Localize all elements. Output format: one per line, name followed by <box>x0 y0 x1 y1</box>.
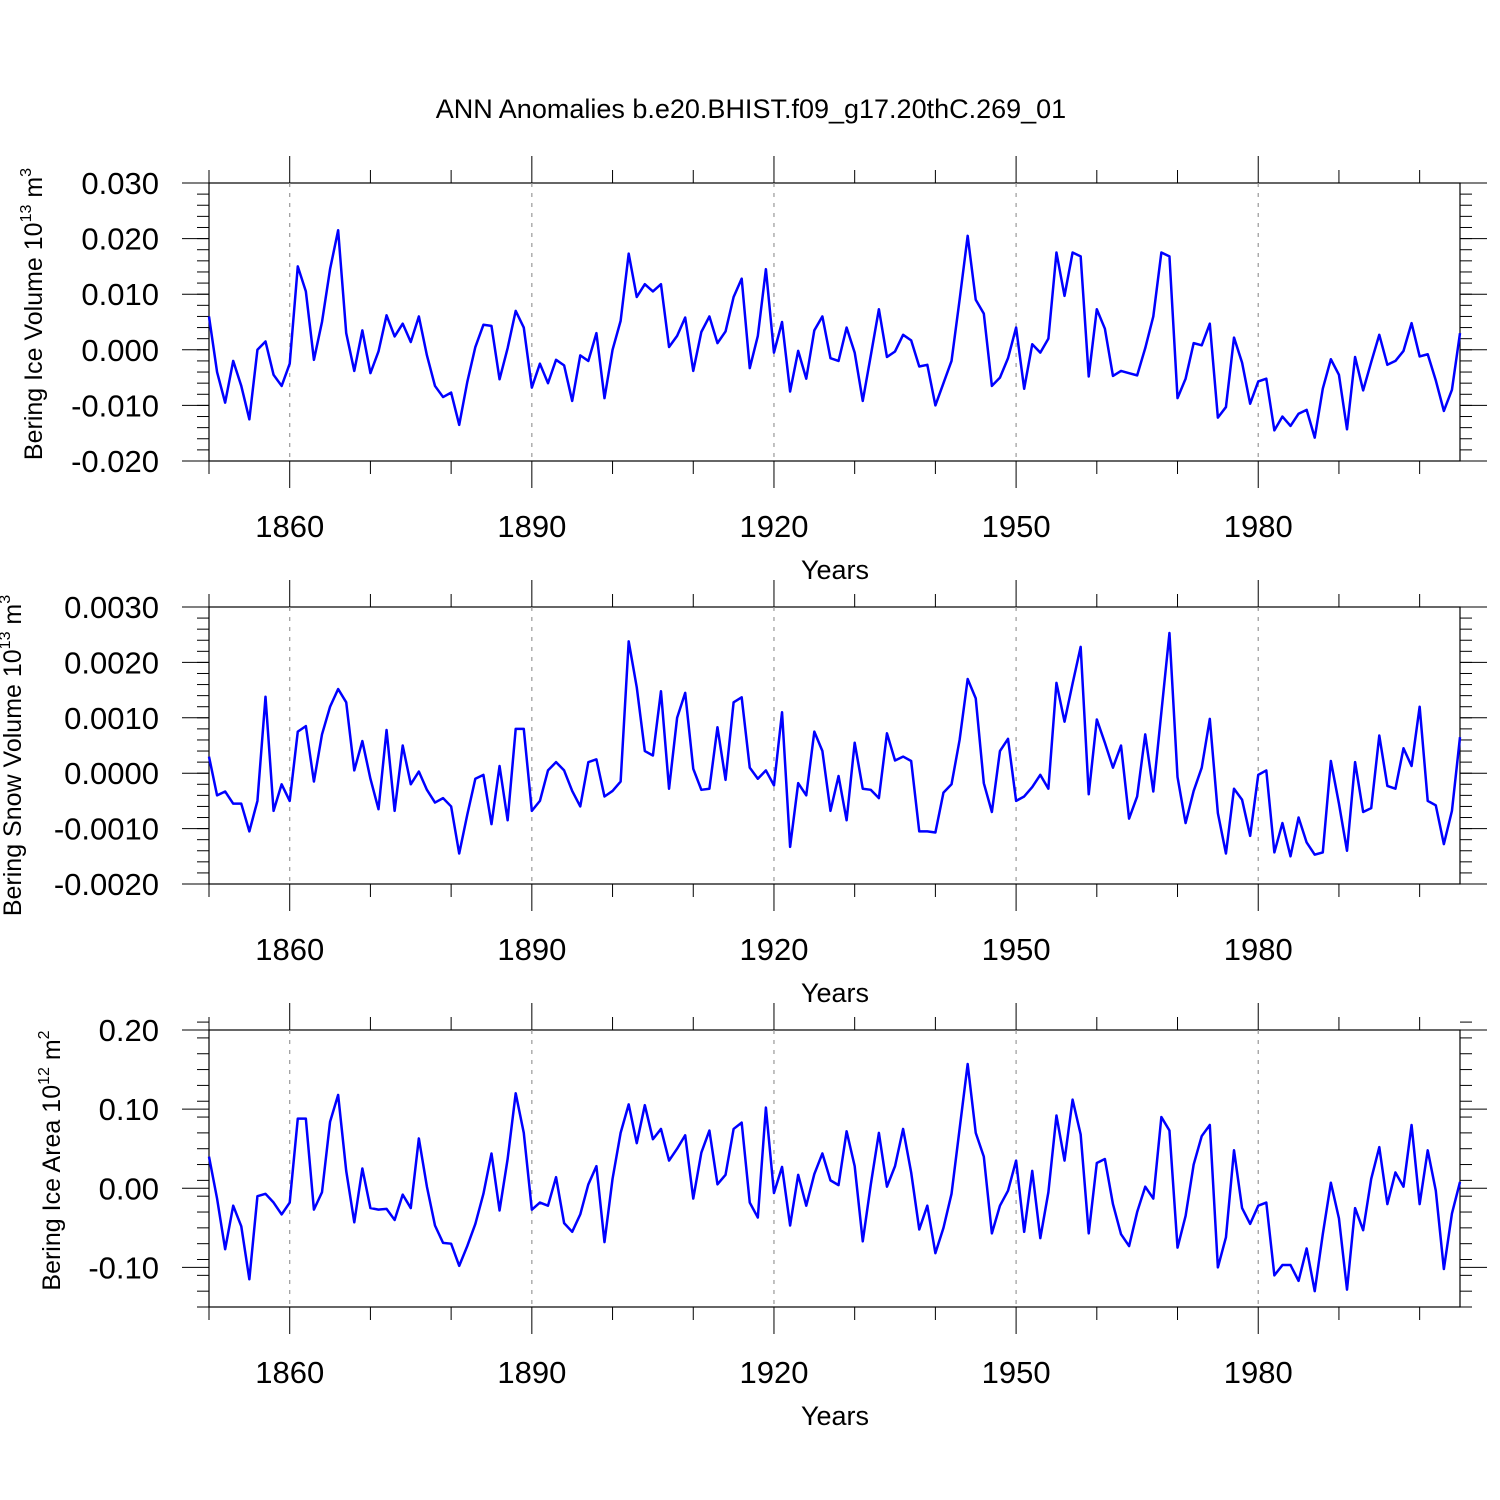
x-tick-label: 1950 <box>982 1355 1051 1390</box>
y-tick-label: 0.020 <box>81 222 159 257</box>
data-series-line <box>207 631 1462 858</box>
y-axis-label-unit-exponent: 3 <box>0 595 14 604</box>
x-tick-label: 1860 <box>255 1355 324 1390</box>
panel-3: 1860 1890 1920 1950 1980 Years -0.10 0.00 0.10 0.… <box>36 1003 1487 1431</box>
y-axis-label-unit: m <box>20 177 48 198</box>
x-tick-label: 1890 <box>497 509 566 544</box>
x-tick-label: 1950 <box>982 509 1051 544</box>
x-axis-label: Years <box>801 555 869 585</box>
y-axis-label: Bering Snow Volume 1013 m3 <box>0 595 27 916</box>
data-points <box>208 632 1461 858</box>
panel-2: 1860 1890 1920 1950 1980 Years -0.0020 -0.0010 0… <box>0 580 1487 1008</box>
y-axis-label-exponent: 12 <box>36 1067 53 1085</box>
y-axis-label-exponent: 13 <box>0 631 14 649</box>
data-series-line <box>207 1062 1462 1293</box>
x-tick-label: 1980 <box>1224 509 1293 544</box>
x-tick-label: 1950 <box>982 932 1051 967</box>
y-tick-label: 0.10 <box>99 1092 159 1127</box>
y-axis-label-unit-exponent: 2 <box>36 1030 53 1039</box>
plot-frame <box>208 1029 1461 1308</box>
y-tick-label: 0.20 <box>99 1013 159 1048</box>
y-tick-label: 0.0000 <box>64 756 159 791</box>
y-axis-label-text: Bering Ice Area 10 <box>38 1085 66 1291</box>
y-axis-label-text: Bering Ice Volume 10 <box>20 222 48 460</box>
y-axis-label-space <box>20 198 48 205</box>
y-tick-label: 0.00 <box>99 1171 159 1206</box>
y-axis-label-unit-exponent: 3 <box>18 168 35 177</box>
y-tick-label: -0.010 <box>71 388 159 423</box>
y-tick-label: -0.10 <box>88 1250 159 1285</box>
y-axis-label: Bering Ice Volume 1013 m3 <box>18 168 48 460</box>
y-axis-label-exponent: 13 <box>18 205 35 223</box>
y-axis-label-text: Bering Snow Volume 10 <box>0 649 27 916</box>
panels: 1860 1890 1920 1950 1980 Years -0.020 -0.010 0.0… <box>0 156 1487 1431</box>
y-axis-label: Bering Ice Area 1012 m2 <box>36 1030 66 1290</box>
y-axis-label-unit: m <box>0 604 27 625</box>
x-tick-label: 1890 <box>497 932 566 967</box>
x-tick-label: 1890 <box>497 1355 566 1390</box>
chart-title: ANN Anomalies b.e20.BHIST.f09_g17.20thC.… <box>436 94 1066 124</box>
y-tick-label: 0.030 <box>81 166 159 201</box>
x-tick-label: 1920 <box>739 932 808 967</box>
y-tick-label: -0.0010 <box>54 812 159 847</box>
x-tick-label: 1920 <box>739 1355 808 1390</box>
y-tick-label: 0.0020 <box>64 645 159 680</box>
y-axis-label-space <box>0 625 27 632</box>
y-tick-label: 0.0030 <box>64 590 159 625</box>
y-axis-label-space <box>38 1060 66 1067</box>
x-tick-label: 1860 <box>255 932 324 967</box>
x-tick-label: 1980 <box>1224 932 1293 967</box>
data-series-line <box>207 229 1462 439</box>
y-tick-label: 0.010 <box>81 277 159 312</box>
y-tick-label: 0.0010 <box>64 701 159 736</box>
y-tick-label: -0.0020 <box>54 867 159 902</box>
x-axis-label: Years <box>801 978 869 1008</box>
x-axis-label: Years <box>801 1401 869 1431</box>
x-tick-label: 1920 <box>739 509 808 544</box>
y-axis-label-unit: m <box>38 1039 66 1060</box>
panel-1: 1860 1890 1920 1950 1980 Years -0.020 -0.010 0.0… <box>18 156 1487 585</box>
y-tick-label: 0.000 <box>81 333 159 368</box>
y-tick-label: -0.020 <box>71 444 159 479</box>
x-tick-label: 1980 <box>1224 1355 1293 1390</box>
x-tick-label: 1860 <box>255 509 324 544</box>
